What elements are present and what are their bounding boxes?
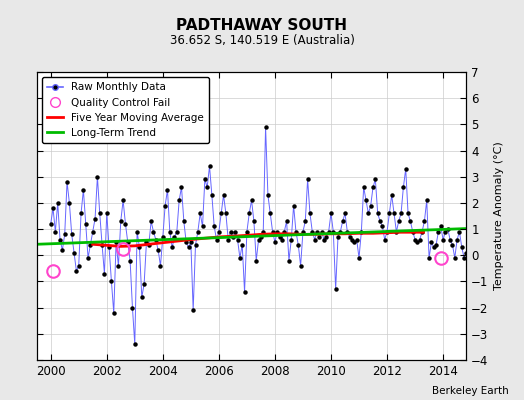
Text: Berkeley Earth: Berkeley Earth (432, 386, 508, 396)
Text: 36.652 S, 140.519 E (Australia): 36.652 S, 140.519 E (Australia) (170, 34, 354, 47)
Y-axis label: Temperature Anomaly (°C): Temperature Anomaly (°C) (494, 142, 504, 290)
Text: PADTHAWAY SOUTH: PADTHAWAY SOUTH (177, 18, 347, 33)
Legend: Raw Monthly Data, Quality Control Fail, Five Year Moving Average, Long-Term Tren: Raw Monthly Data, Quality Control Fail, … (42, 77, 209, 143)
